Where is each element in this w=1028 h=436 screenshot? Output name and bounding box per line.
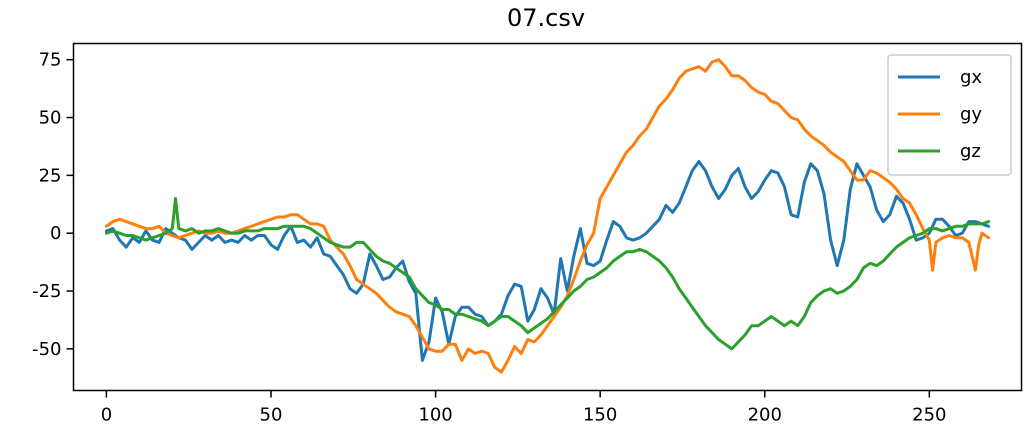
legend-label-gx: gx <box>960 67 982 88</box>
y-axis: -50 -25 0 25 50 75 <box>32 50 74 360</box>
x-tick-label: 0 <box>101 405 112 426</box>
legend: gx gy gz <box>887 54 1012 176</box>
series-line-gy <box>104 58 991 374</box>
y-tick-label: 0 <box>50 223 61 244</box>
y-tick-label: -50 <box>32 339 61 360</box>
y-tick-label: 50 <box>39 108 62 129</box>
y-tick-label: -25 <box>32 281 61 302</box>
x-tick-label: 50 <box>260 405 283 426</box>
plot-frame <box>72 42 1023 392</box>
legend-label-gy: gy <box>960 104 982 125</box>
x-tick-label: 150 <box>583 405 617 426</box>
series-line-gx <box>104 160 991 362</box>
x-tick-label: 250 <box>912 405 946 426</box>
series-line-gz <box>104 197 991 351</box>
x-axis: 0 50 100 150 200 250 <box>101 390 947 426</box>
legend-box <box>887 54 1012 176</box>
x-tick-label: 200 <box>748 405 782 426</box>
chart-title: 07.csv <box>507 4 585 32</box>
y-tick-label: 75 <box>39 50 62 71</box>
legend-label-gz: gz <box>960 141 981 162</box>
x-tick-label: 100 <box>418 405 452 426</box>
plot-lines <box>104 58 991 374</box>
y-tick-label: 25 <box>39 165 62 186</box>
